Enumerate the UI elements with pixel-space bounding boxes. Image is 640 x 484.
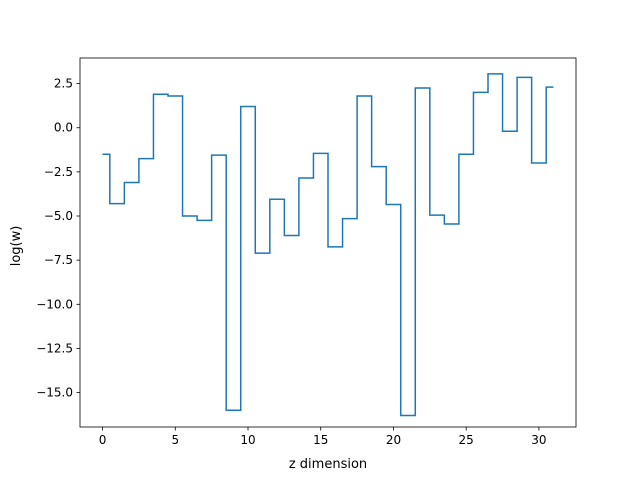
x-tick-label: 20: [386, 433, 401, 447]
x-axis-ticks: 0 5 10 15 20 25 30: [99, 427, 547, 447]
y-tick-label: −15.0: [36, 386, 73, 400]
y-tick-label: −12.5: [36, 341, 73, 355]
y-tick-label: −10.0: [36, 297, 73, 311]
plot-area: [79, 57, 577, 428]
y-axis-label: log(w): [9, 226, 24, 267]
y-axis-ticks: 2.5 0.0 −2.5 −5.0 −7.5 −10.0 −12.5 −15.0: [36, 77, 80, 400]
x-tick-label: 10: [240, 433, 255, 447]
x-axis-label: z dimension: [289, 457, 367, 472]
series-line: [102, 73, 554, 417]
x-tick-label: 25: [459, 433, 474, 447]
y-tick-label: 0.0: [54, 121, 73, 135]
x-tick-label: 15: [313, 433, 328, 447]
y-tick-label: −2.5: [44, 165, 73, 179]
x-tick-label: 30: [531, 433, 546, 447]
y-tick-label: 2.5: [54, 77, 73, 91]
y-tick-label: −7.5: [44, 253, 73, 267]
y-tick-label: −5.0: [44, 209, 73, 223]
x-tick-label: 5: [171, 433, 179, 447]
x-tick-label: 0: [99, 433, 107, 447]
axes-frame: [79, 57, 577, 428]
